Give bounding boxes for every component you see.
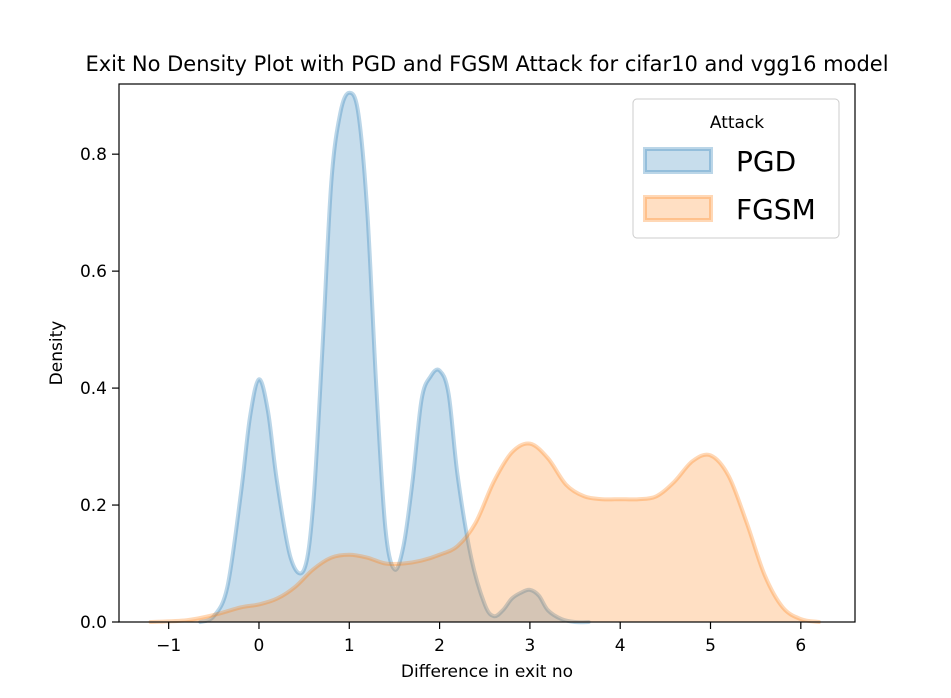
x-tick-label: 2 <box>434 636 445 656</box>
y-tick-label: 0.2 <box>80 496 107 516</box>
legend-title: Attack <box>710 113 764 133</box>
y-axis: 0.0 0.2 0.4 0.6 0.8 <box>80 145 119 633</box>
y-tick-label: 0.4 <box>80 379 107 399</box>
fgsm-density-area <box>150 443 819 622</box>
fgsm-density-line <box>148 441 821 624</box>
y-tick-label: 0.8 <box>80 145 107 165</box>
x-tick-label: 4 <box>615 636 626 656</box>
x-tick-label: 3 <box>524 636 535 656</box>
y-tick-label: 0.6 <box>80 262 107 282</box>
legend-frame <box>632 98 840 239</box>
pgd-density-area <box>200 92 589 623</box>
x-tick-label: 6 <box>795 636 806 656</box>
legend-swatch-fgsm <box>643 195 713 222</box>
x-tick-label: 0 <box>254 636 265 656</box>
x-axis-title: Difference in exit no <box>401 662 573 682</box>
x-axis: −1 0 1 2 3 4 5 6 <box>156 622 806 656</box>
x-tick-label: −1 <box>156 636 181 656</box>
y-axis-title: Density <box>47 321 67 386</box>
legend-swatch-pgd <box>643 147 713 174</box>
y-tick-label: 0.0 <box>80 613 107 633</box>
legend: Attack PGD FGSM <box>632 98 840 239</box>
pgd-density-line <box>198 90 591 625</box>
plot-frame <box>118 83 856 623</box>
legend-label-fgsm: FGSM <box>736 193 816 226</box>
x-tick-label: 1 <box>344 636 355 656</box>
x-tick-label: 5 <box>705 636 716 656</box>
legend-label-pgd: PGD <box>736 145 796 178</box>
legend-entries: PGD FGSM <box>643 145 816 226</box>
chart-title: Exit No Density Plot with PGD and FGSM A… <box>85 52 888 76</box>
series-layer <box>148 90 821 625</box>
